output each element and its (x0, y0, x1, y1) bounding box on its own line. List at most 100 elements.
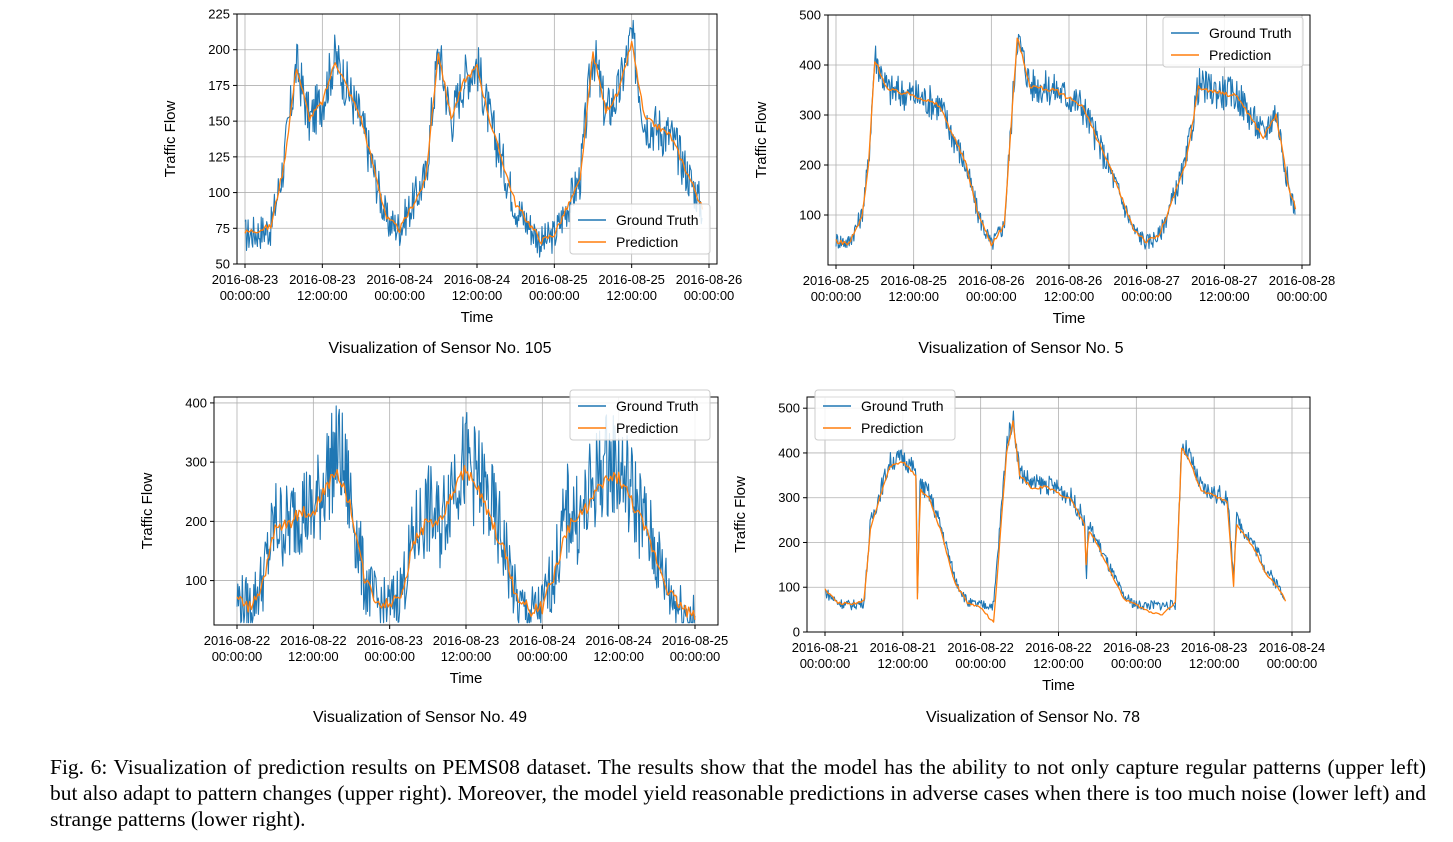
y-tick-label: 300 (778, 490, 800, 505)
x-tick-label-date: 2016-08-24 (366, 272, 433, 287)
x-tick-label-time: 00:00:00 (212, 649, 263, 664)
y-tick-label: 200 (208, 42, 230, 57)
x-tick-label-date: 2016-08-27 (1191, 273, 1258, 288)
subcaption-sensor-5: Visualization of Sensor No. 5 (918, 340, 1124, 357)
x-axis-label: Time (1042, 677, 1075, 694)
chart-sensor-105: 50 75 100 125 150 175 200 225 2016-08-23 00:00:00… (0, 0, 742, 370)
x-tick-label-time: 00:00:00 (374, 288, 425, 303)
x-tick-label-date: 2016-08-22 (204, 633, 271, 648)
y-tick-label: 100 (778, 580, 800, 595)
chart-svg: 1002003004002016-08-2200:00:002016-08-22… (139, 389, 728, 687)
x-tick-label-date: 2016-08-24 (1259, 640, 1326, 655)
x-tick-label-date: 2016-08-23 (1181, 640, 1248, 655)
x-tick-label-time: 00:00:00 (684, 288, 735, 303)
legend-label-ground-truth: Ground Truth (616, 398, 699, 414)
y-tick-label: 50 (216, 257, 230, 272)
x-tick-label-date: 2016-08-25 (880, 273, 947, 288)
x-tick-label-time: 00:00:00 (529, 288, 580, 303)
x-tick-label-date: 2016-08-23 (212, 272, 279, 287)
x-tick-label-time: 12:00:00 (606, 288, 657, 303)
series-line-ground-truth (244, 19, 703, 258)
x-tick-label-time: 00:00:00 (1111, 656, 1162, 671)
y-tick-label: 125 (208, 149, 230, 164)
y-tick-label: 225 (208, 7, 230, 22)
x-tick-label-date: 2016-08-26 (958, 273, 1025, 288)
y-tick-label: 400 (799, 58, 821, 73)
x-tick-label-date: 2016-08-25 (521, 272, 588, 287)
x-tick-label-date: 2016-08-26 (1036, 273, 1103, 288)
x-tick-label-time: 00:00:00 (966, 289, 1017, 304)
series-line-prediction (244, 40, 704, 245)
legend-label-prediction: Prediction (616, 420, 678, 436)
x-axis-label: Time (450, 670, 483, 687)
series-line-prediction (824, 420, 1287, 623)
legend-label-prediction: Prediction (616, 234, 678, 250)
x-tick-label-date: 2016-08-28 (1269, 273, 1336, 288)
y-tick-label: 0 (793, 625, 800, 640)
x-tick-label-time: 12:00:00 (1199, 289, 1250, 304)
x-tick-label-time: 12:00:00 (593, 649, 644, 664)
y-tick-label: 400 (778, 445, 800, 460)
chart-sensor-5: 100 200 300 400 500 2016-08-25 00:00:00 2016-08… (726, 0, 1453, 370)
y-tick-label: 100 (185, 573, 207, 588)
y-tick-label: 200 (185, 514, 207, 529)
x-tick-label-time: 00:00:00 (1121, 289, 1172, 304)
y-tick-label: 200 (778, 535, 800, 550)
y-tick-label: 500 (778, 401, 800, 416)
x-tick-label-time: 12:00:00 (452, 288, 503, 303)
x-tick-label-time: 00:00:00 (1277, 289, 1328, 304)
x-tick-label-date: 2016-08-23 (289, 272, 356, 287)
chart-sensor-78: 0 100 200 300 400 500 2016-08-21 00:00:00 2016-0… (726, 370, 1453, 740)
x-tick-label-time: 12:00:00 (297, 288, 348, 303)
chart-svg: 01002003004005002016-08-2100:00:002016-0… (732, 389, 1326, 694)
y-tick-label: 300 (799, 108, 821, 123)
x-tick-label-time: 00:00:00 (517, 649, 568, 664)
x-tick-label-time: 12:00:00 (288, 649, 339, 664)
x-tick-label-time: 12:00:00 (888, 289, 939, 304)
subcaption-sensor-78: Visualization of Sensor No. 78 (925, 709, 1141, 726)
y-axis-label: Traffic Flow (753, 101, 770, 178)
y-tick-label: 200 (799, 158, 821, 173)
x-tick-label-time: 00:00:00 (955, 656, 1006, 671)
x-tick-label-date: 2016-08-21 (792, 640, 859, 655)
x-axis-label: Time (1053, 310, 1086, 327)
x-tick-label-date: 2016-08-22 (280, 633, 347, 648)
y-axis-label: Traffic Flow (732, 476, 749, 553)
y-axis-label: Traffic Flow (139, 472, 156, 549)
x-tick-label-date: 2016-08-23 (433, 633, 500, 648)
x-tick-label-time: 12:00:00 (1033, 656, 1084, 671)
y-tick-label: 400 (185, 395, 207, 410)
x-tick-label-time: 12:00:00 (1189, 656, 1240, 671)
subcaption-sensor-49: Visualization of Sensor No. 49 (312, 709, 528, 726)
x-tick-label-time: 00:00:00 (1267, 656, 1318, 671)
series-line-ground-truth (825, 410, 1285, 611)
figure-caption: Fig. 6: Visualization of prediction resu… (50, 755, 1426, 831)
x-tick-label-date: 2016-08-24 (509, 633, 576, 648)
series-line-prediction (236, 465, 696, 620)
chart-sensor-49: 100 200 300 400 2016-08-22 00:00:00 2016-08-22… (0, 370, 728, 740)
x-tick-label-date: 2016-08-25 (803, 273, 870, 288)
x-tick-label-date: 2016-08-23 (1103, 640, 1170, 655)
x-tick-label-date: 2016-08-25 (598, 272, 665, 287)
y-tick-label: 100 (208, 185, 230, 200)
x-axis-label: Time (461, 309, 494, 326)
y-tick-label: 500 (799, 8, 821, 23)
x-tick-label-time: 12:00:00 (1044, 289, 1095, 304)
x-tick-label-time: 00:00:00 (364, 649, 415, 664)
x-tick-label-date: 2016-08-24 (585, 633, 652, 648)
subcaption-sensor-105: Visualization of Sensor No. 105 (328, 340, 552, 357)
legend-label-ground-truth: Ground Truth (1209, 25, 1292, 41)
x-tick-label-time: 12:00:00 (878, 656, 929, 671)
x-tick-label-time: 00:00:00 (220, 288, 271, 303)
x-tick-label-date: 2016-08-22 (947, 640, 1014, 655)
x-tick-label-date: 2016-08-27 (1113, 273, 1180, 288)
y-tick-label: 75 (216, 221, 230, 236)
y-tick-label: 300 (185, 455, 207, 470)
x-tick-label-date: 2016-08-22 (1025, 640, 1092, 655)
x-tick-label-time: 00:00:00 (811, 289, 862, 304)
chart-svg: 50751001251501752002252016-08-2300:00:00… (162, 7, 742, 327)
x-tick-label-date: 2016-08-21 (870, 640, 937, 655)
y-tick-label: 100 (799, 208, 821, 223)
chart-svg: 1002003004005002016-08-2500:00:002016-08… (753, 8, 1336, 328)
y-axis-label: Traffic Flow (162, 100, 179, 177)
